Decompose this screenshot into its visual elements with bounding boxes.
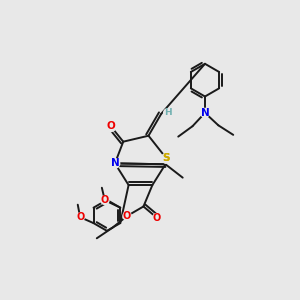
Circle shape <box>101 196 109 204</box>
Circle shape <box>153 214 161 222</box>
Text: S: S <box>163 153 170 163</box>
Circle shape <box>162 154 171 163</box>
Circle shape <box>200 108 209 117</box>
Text: O: O <box>101 195 109 205</box>
Circle shape <box>76 213 84 221</box>
Circle shape <box>105 121 116 132</box>
Text: S: S <box>163 153 170 163</box>
Circle shape <box>110 159 120 168</box>
Circle shape <box>164 109 172 117</box>
Circle shape <box>123 212 131 220</box>
Text: N: N <box>201 108 209 118</box>
Text: O: O <box>153 213 161 223</box>
Text: O: O <box>123 211 131 221</box>
Text: O: O <box>76 212 84 222</box>
Text: N: N <box>111 158 119 168</box>
Text: H: H <box>164 108 172 117</box>
Text: O: O <box>106 121 115 131</box>
Circle shape <box>162 154 171 163</box>
